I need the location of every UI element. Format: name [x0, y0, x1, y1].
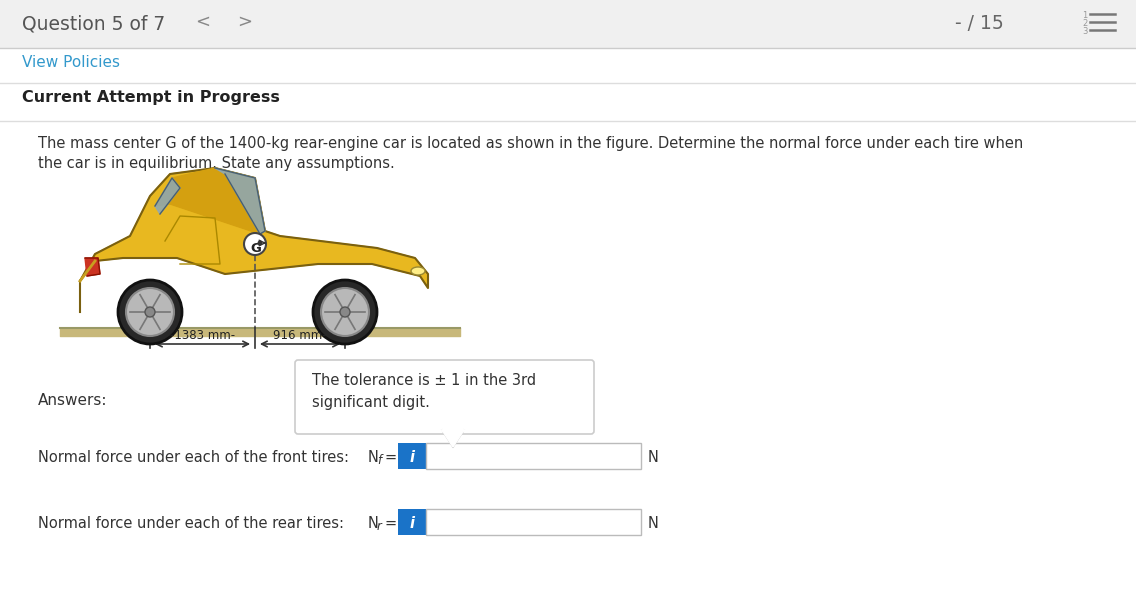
Circle shape: [118, 280, 182, 344]
Text: N: N: [368, 515, 379, 531]
Text: Question 5 of 7: Question 5 of 7: [22, 14, 165, 33]
Text: =: =: [385, 450, 398, 464]
Ellipse shape: [411, 267, 425, 275]
Text: N: N: [648, 450, 659, 464]
Bar: [398, 509, 426, 535]
Text: f: f: [377, 454, 381, 467]
Circle shape: [126, 288, 174, 336]
Text: N: N: [648, 515, 659, 531]
Text: r: r: [377, 520, 382, 533]
Polygon shape: [85, 258, 100, 276]
Text: =: =: [385, 515, 398, 531]
Text: significant digit.: significant digit.: [312, 395, 429, 410]
Circle shape: [314, 280, 377, 344]
Text: The tolerance is ± 1 in the 3rd: The tolerance is ± 1 in the 3rd: [312, 373, 536, 388]
Bar: [426, 443, 641, 469]
Polygon shape: [215, 168, 265, 234]
Bar: [398, 443, 426, 469]
Text: >: >: [237, 13, 252, 31]
Text: <: <: [195, 13, 210, 31]
Text: Answers:: Answers:: [37, 393, 108, 408]
Bar: [0, 121, 1136, 615]
Text: 916 mm-: 916 mm-: [273, 329, 327, 342]
Text: Normal force under each of the front tires:: Normal force under each of the front tir…: [37, 450, 349, 464]
Polygon shape: [154, 178, 179, 214]
Text: the car is in equilibrium. State any assumptions.: the car is in equilibrium. State any ass…: [37, 156, 394, 171]
Polygon shape: [442, 430, 463, 447]
Circle shape: [244, 233, 266, 255]
Circle shape: [145, 307, 154, 317]
Text: View Policies: View Policies: [22, 55, 120, 70]
Circle shape: [258, 240, 262, 245]
Text: 1: 1: [1081, 11, 1087, 20]
Polygon shape: [154, 168, 265, 234]
Bar: [426, 509, 641, 535]
Text: i: i: [409, 515, 415, 531]
FancyBboxPatch shape: [295, 360, 594, 434]
Bar: [0, 0, 1136, 48]
Text: 2: 2: [1081, 19, 1087, 28]
Text: -1383 mm-: -1383 mm-: [170, 329, 235, 342]
Text: N: N: [368, 450, 379, 464]
Text: G: G: [250, 242, 261, 255]
Text: The mass center G of the 1400-kg rear-engine car is located as shown in the figu: The mass center G of the 1400-kg rear-en…: [37, 136, 1024, 151]
Bar: [0, 48, 1136, 83]
Text: - / 15: - / 15: [955, 14, 1004, 33]
Text: Normal force under each of the rear tires:: Normal force under each of the rear tire…: [37, 515, 344, 531]
Text: Current Attempt in Progress: Current Attempt in Progress: [22, 90, 279, 105]
Circle shape: [340, 307, 350, 317]
Polygon shape: [80, 168, 428, 312]
Circle shape: [321, 288, 369, 336]
Bar: [0, 83, 1136, 121]
Text: 3: 3: [1081, 27, 1087, 36]
Text: i: i: [409, 450, 415, 464]
